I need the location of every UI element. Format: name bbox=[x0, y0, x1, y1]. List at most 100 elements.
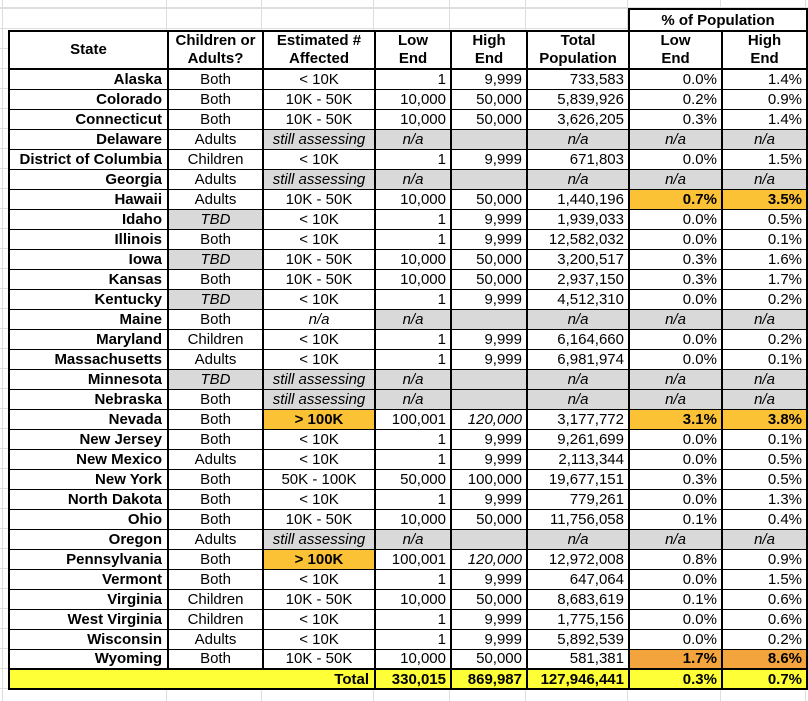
cell-low[interactable]: 100,001 bbox=[374, 548, 452, 570]
cell-low[interactable]: 1 bbox=[374, 228, 452, 250]
cell-group[interactable]: Adults bbox=[167, 628, 264, 650]
cell-pct-low[interactable]: 0.3% bbox=[628, 108, 723, 130]
cell-estimated[interactable]: < 10K bbox=[262, 328, 376, 350]
cell-state[interactable]: Pennsylvania bbox=[8, 548, 169, 570]
cell-state[interactable]: Wisconsin bbox=[8, 628, 169, 650]
cell-pct-low[interactable]: 0.3% bbox=[628, 248, 723, 270]
cell-high[interactable] bbox=[450, 368, 528, 390]
cell-estimated[interactable]: < 10K bbox=[262, 428, 376, 450]
cell-group[interactable]: Adults bbox=[167, 168, 264, 190]
cell-high[interactable]: 9,999 bbox=[450, 488, 528, 510]
cell-high[interactable]: 50,000 bbox=[450, 268, 528, 290]
cell-low[interactable]: 10,000 bbox=[374, 268, 452, 290]
cell-low[interactable]: 10,000 bbox=[374, 648, 452, 670]
cell-state[interactable]: Kansas bbox=[8, 268, 169, 290]
cell-estimated[interactable]: < 10K bbox=[262, 228, 376, 250]
cell-estimated[interactable]: 10K - 50K bbox=[262, 88, 376, 110]
cell-high[interactable]: 9,999 bbox=[450, 228, 528, 250]
cell-population[interactable]: 1,440,196 bbox=[526, 188, 630, 210]
cell-population[interactable]: 5,892,539 bbox=[526, 628, 630, 650]
cell-state[interactable]: District of Columbia bbox=[8, 148, 169, 170]
cell-estimated[interactable]: < 10K bbox=[262, 288, 376, 310]
cell-state[interactable]: West Virginia bbox=[8, 608, 169, 630]
cell-pct-high[interactable]: n/a bbox=[720, 308, 808, 330]
cell-group[interactable]: Both bbox=[167, 568, 264, 590]
cell-low[interactable]: 1 bbox=[374, 328, 452, 350]
cell-pct-low[interactable]: n/a bbox=[628, 528, 723, 550]
cell-population[interactable]: 8,683,619 bbox=[526, 588, 630, 610]
cell-population[interactable]: 6,164,660 bbox=[526, 328, 630, 350]
cell-group[interactable]: Children bbox=[167, 588, 264, 610]
cell-group[interactable]: Both bbox=[167, 88, 264, 110]
cell-high[interactable]: 50,000 bbox=[450, 108, 528, 130]
cell-high[interactable]: 9,999 bbox=[450, 348, 528, 370]
cell-pct-low[interactable]: 1.7% bbox=[628, 648, 723, 670]
cell-high[interactable]: 9,999 bbox=[450, 288, 528, 310]
cell-population[interactable]: 3,177,772 bbox=[526, 408, 630, 430]
cell-population[interactable]: n/a bbox=[526, 388, 630, 410]
cell-group[interactable]: Adults bbox=[167, 448, 264, 470]
cell-low[interactable]: 10,000 bbox=[374, 588, 452, 610]
cell-pct-high[interactable]: 0.5% bbox=[720, 208, 808, 230]
cell-population[interactable]: 2,113,344 bbox=[526, 448, 630, 470]
cell-estimated[interactable]: still assessing bbox=[262, 368, 376, 390]
total-population[interactable]: 127,946,441 bbox=[526, 668, 630, 690]
cell-group[interactable]: Adults bbox=[167, 188, 264, 210]
cell-population[interactable]: 647,064 bbox=[526, 568, 630, 590]
cell-pct-low[interactable]: n/a bbox=[628, 168, 723, 190]
cell-group[interactable]: TBD bbox=[167, 248, 264, 270]
cell-group[interactable]: Both bbox=[167, 468, 264, 490]
cell-group[interactable]: TBD bbox=[167, 208, 264, 230]
cell-high[interactable]: 9,999 bbox=[450, 68, 528, 90]
cell-pct-low[interactable]: 0.0% bbox=[628, 68, 723, 90]
cell-high[interactable]: 9,999 bbox=[450, 328, 528, 350]
cell-group[interactable]: Both bbox=[167, 488, 264, 510]
cell-state[interactable]: Hawaii bbox=[8, 188, 169, 210]
cell-pct-high[interactable]: 1.7% bbox=[720, 268, 808, 290]
cell-population[interactable]: 671,803 bbox=[526, 148, 630, 170]
cell-high[interactable]: 9,999 bbox=[450, 448, 528, 470]
cell-group[interactable]: TBD bbox=[167, 368, 264, 390]
cell-pct-high[interactable]: 0.6% bbox=[720, 588, 808, 610]
cell-high[interactable]: 9,999 bbox=[450, 208, 528, 230]
cell-pct-low[interactable]: 0.0% bbox=[628, 208, 723, 230]
cell-high[interactable]: 50,000 bbox=[450, 588, 528, 610]
cell-low[interactable]: 50,000 bbox=[374, 468, 452, 490]
cell-high[interactable]: 9,999 bbox=[450, 628, 528, 650]
cell-pct-low[interactable]: 0.0% bbox=[628, 628, 723, 650]
cell-pct-low[interactable]: 0.0% bbox=[628, 428, 723, 450]
cell-pct-high[interactable]: 0.4% bbox=[720, 508, 808, 530]
cell-pct-low[interactable]: n/a bbox=[628, 308, 723, 330]
cell-estimated[interactable]: 10K - 50K bbox=[262, 588, 376, 610]
cell-low[interactable]: 10,000 bbox=[374, 108, 452, 130]
cell-state[interactable]: Kentucky bbox=[8, 288, 169, 310]
cell-pct-low[interactable]: n/a bbox=[628, 368, 723, 390]
cell-pct-low[interactable]: 0.3% bbox=[628, 468, 723, 490]
cell-high[interactable]: 50,000 bbox=[450, 648, 528, 670]
cell-high[interactable] bbox=[450, 308, 528, 330]
cell-high[interactable] bbox=[450, 128, 528, 150]
cell-pct-high[interactable]: n/a bbox=[720, 168, 808, 190]
cell-low[interactable]: 1 bbox=[374, 448, 452, 470]
cell-state[interactable]: Alaska bbox=[8, 68, 169, 90]
cell-low[interactable]: 1 bbox=[374, 488, 452, 510]
col-header-low-end[interactable]: Low End bbox=[374, 30, 452, 70]
cell-pct-high[interactable]: 0.5% bbox=[720, 448, 808, 470]
col-header-children-adults[interactable]: Children or Adults? bbox=[167, 30, 264, 70]
col-header-state[interactable]: State bbox=[8, 30, 169, 70]
cell-high[interactable]: 50,000 bbox=[450, 188, 528, 210]
total-pct-low-end[interactable]: 0.3% bbox=[628, 668, 723, 690]
cell-state[interactable]: Colorado bbox=[8, 88, 169, 110]
cell-estimated[interactable]: still assessing bbox=[262, 388, 376, 410]
cell-low[interactable]: 1 bbox=[374, 208, 452, 230]
col-header-pct-high-end[interactable]: High End bbox=[720, 30, 808, 70]
cell-population[interactable]: 581,381 bbox=[526, 648, 630, 670]
cell-estimated[interactable]: 10K - 50K bbox=[262, 188, 376, 210]
cell-low[interactable]: 1 bbox=[374, 628, 452, 650]
cell-population[interactable]: 2,937,150 bbox=[526, 268, 630, 290]
cell-population[interactable]: 12,582,032 bbox=[526, 228, 630, 250]
cell-low[interactable]: 1 bbox=[374, 68, 452, 90]
cell-group[interactable]: Both bbox=[167, 268, 264, 290]
cell-low[interactable]: n/a bbox=[374, 128, 452, 150]
cell-estimated[interactable]: < 10K bbox=[262, 348, 376, 370]
